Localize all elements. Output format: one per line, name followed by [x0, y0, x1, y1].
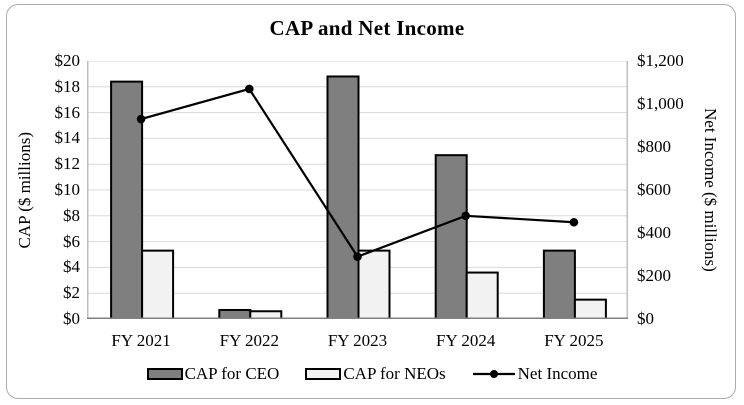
left-axis-tick-label: $10 — [54, 180, 81, 199]
x-axis-tick-label: FY 2022 — [219, 331, 279, 350]
x-axis-tick-label: FY 2021 — [111, 331, 171, 350]
bar-cap-for-neos-fy-2021 — [141, 249, 175, 319]
bar-cap-for-neos-fy-2024 — [465, 271, 499, 319]
bar-cap-for-neos-fy-2025 — [573, 298, 607, 319]
chart-legend: CAP for CEO CAP for NEOs Net Income — [0, 360, 744, 388]
left-axis-tick-label: $18 — [54, 76, 81, 96]
right-axis-tick-label: $1,200 — [637, 51, 684, 70]
x-axis-tick-label: FY 2024 — [436, 331, 496, 350]
chart-title: CAP and Net Income — [269, 16, 465, 40]
x-axis-tick-label: FY 2025 — [544, 331, 604, 350]
plot-area — [87, 61, 628, 319]
legend-item-net-income: Net Income — [472, 364, 598, 384]
bar-cap-for-neos-fy-2023 — [357, 249, 391, 319]
right-axis-tick-label: $200 — [637, 266, 671, 285]
cap-for-neos-swatch-icon — [305, 368, 342, 380]
legend-label-net-income: Net Income — [517, 364, 598, 383]
legend-label-cap-for-neos: CAP for NEOs — [343, 364, 446, 383]
cap-for-ceo-swatch-icon — [146, 368, 183, 380]
bar-cap-for-ceo-fy-2025 — [542, 249, 576, 319]
right-axis-tick-label: $0 — [637, 309, 654, 328]
net-income-point-fy-2024 — [461, 211, 471, 221]
left-axis-tick-label: $12 — [54, 154, 81, 174]
bar-cap-for-ceo-fy-2024 — [434, 154, 468, 319]
bar-cap-for-ceo-fy-2023 — [326, 75, 360, 319]
net-income-point-fy-2022 — [245, 84, 254, 94]
legend-item-cap-for-neos: CAP for NEOs — [305, 364, 446, 384]
left-axis-tick-label: $6 — [63, 231, 80, 251]
right-axis-tick-label: $800 — [637, 137, 671, 156]
right-axis-tick-label: $400 — [637, 223, 671, 242]
left-axis-tick-label: $20 — [54, 51, 81, 70]
bar-cap-for-ceo-fy-2021 — [110, 80, 144, 319]
net-income-line-marker-icon — [472, 370, 515, 378]
right-axis-title-text: Net Income ($ millions) — [701, 108, 720, 272]
right-axis-tick-label: $600 — [637, 180, 671, 199]
right-axis-title: Net Income ($ millions) — [698, 61, 722, 319]
left-axis-tick-label: $16 — [54, 102, 81, 122]
left-axis-tick-label: $0 — [63, 309, 80, 328]
net-income-point-fy-2023 — [353, 252, 362, 261]
right-axis-tick-label: $1,000 — [637, 94, 684, 113]
net-income-point-fy-2025 — [569, 217, 579, 227]
x-axis-tick-label: FY 2023 — [327, 331, 388, 350]
net-income-point-fy-2021 — [136, 114, 146, 124]
legend-item-cap-for-ceo: CAP for CEO — [146, 364, 280, 384]
left-axis-tick-label: $2 — [63, 283, 80, 303]
legend-label-cap-for-ceo: CAP for CEO — [184, 364, 280, 383]
left-axis-tick-label: $8 — [63, 205, 80, 225]
left-axis-tick-label: $14 — [54, 128, 81, 148]
left-axis-tick-label: $4 — [63, 257, 80, 277]
